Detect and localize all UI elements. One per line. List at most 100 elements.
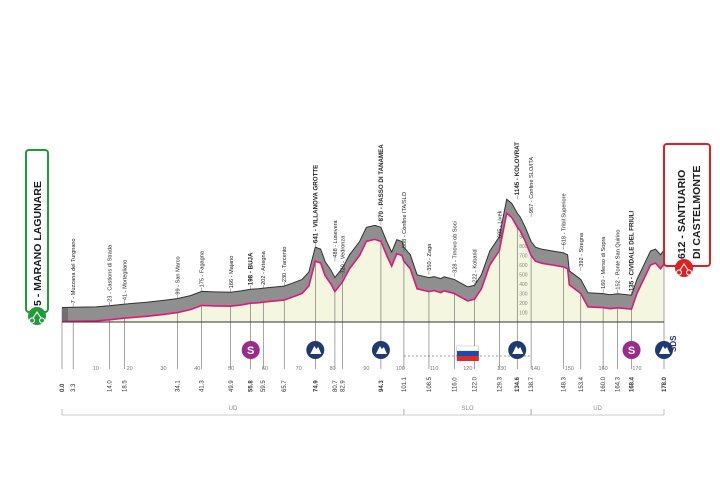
km-axis-number: 30 (160, 366, 166, 372)
distance-tick-label: 0.0 (60, 383, 66, 392)
slovenia-flag-red (456, 356, 479, 361)
mountain-glyph-icon (375, 346, 387, 354)
place-label: 320 - Vedronza (340, 235, 346, 274)
place-label: 166 - Majano (229, 256, 235, 289)
place-label: 350 - Zaga (427, 243, 433, 271)
finish-tag-label: SDS (669, 335, 678, 352)
distance-tick-label: 74.9 (313, 380, 319, 392)
place-label: 870 - PASSO DI TANAMEA (378, 144, 385, 222)
sprint-marker-letter: S (247, 345, 254, 357)
distance-tick-label: 94.3 (379, 380, 385, 392)
distance-tick-label: 34.1 (175, 380, 181, 392)
km-axis-number: 170 (632, 366, 641, 372)
place-label: 588 - Confine ITA/SLO (402, 191, 408, 248)
place-label: 41 - Mortegliano (123, 260, 129, 300)
km-axis-number: 100 (396, 366, 405, 372)
slovenia-flag-white (456, 345, 479, 352)
km-axis-number: 40 (194, 366, 200, 372)
place-label: 230 - Tarcento (282, 246, 288, 282)
region-label: UD (229, 406, 238, 412)
elevation-tick-label: 300 (519, 292, 528, 298)
start-wedge (62, 307, 68, 322)
sprint-marker-letter: S (628, 345, 635, 357)
km-axis-number: 50 (228, 366, 234, 372)
elevation-tick-label: 200 (519, 301, 528, 307)
place-label: 99 - San Marco (175, 256, 181, 294)
distance-tick-label: 41.3 (200, 380, 206, 392)
elevation-tick-label: 500 (519, 273, 528, 279)
km-axis-number: 70 (296, 366, 302, 372)
place-label: 160 - Merso di Sopra (601, 236, 607, 289)
elevation-tick-label: 600 (519, 263, 528, 269)
distance-tick-label: 178.0 (662, 376, 668, 392)
finish-cyclist-icon (675, 259, 693, 277)
elevation-tick-label: 400 (519, 282, 528, 288)
km-axis-number: 130 (497, 366, 506, 372)
place-label: 7 - Muzzana del Turgnano (71, 238, 77, 303)
place-label: 1145 - KOLOVRAT (514, 142, 521, 195)
start-cyclist-icon (28, 307, 46, 325)
place-label: 198 - BUJA (248, 252, 255, 285)
profile-area-fill (62, 213, 664, 322)
distance-tick-label: 160.0 (601, 376, 607, 392)
km-axis-number: 160 (599, 366, 608, 372)
distance-tick-label: 14.0 (107, 380, 113, 392)
mountain-glyph-icon (512, 346, 524, 354)
distance-tick-label: 168.4 (630, 376, 636, 392)
place-label: 135 - CIVIDALE DEL FRIULI (629, 211, 636, 292)
km-axis-number: 60 (262, 366, 268, 372)
km-axis-number: 10 (93, 366, 99, 372)
distance-tick-label: 108.5 (427, 376, 433, 392)
distance-tick-label: 18.5 (123, 380, 129, 392)
slovenia-flag-blue (456, 351, 479, 356)
elevation-tick-label: 100 (519, 311, 528, 317)
distance-tick-label: 82.9 (340, 380, 346, 392)
place-label: 175 - Fagagna (200, 250, 206, 287)
distance-tick-label: 55.8 (249, 380, 255, 392)
finish-badge-line2: DI CASTELMONTE (691, 166, 703, 259)
distance-tick-label: 3.3 (71, 383, 77, 392)
finish-bike-glyph-icon (675, 263, 693, 276)
distance-tick-label: 80.7 (333, 380, 339, 392)
sprint-marker-icon (241, 341, 260, 359)
place-label: 957 - Confine SLO/ITA (529, 157, 535, 213)
km-axis-number: 120 (463, 366, 472, 372)
place-label: 222 - Kobarid (473, 249, 479, 283)
distance-tick-label: 129.3 (497, 376, 503, 392)
elevation-tick-label: 800 (519, 244, 528, 250)
place-label: 695 - Livek (497, 210, 503, 238)
mountain-glyph-icon (310, 346, 322, 354)
distance-tick-label: 65.7 (282, 380, 288, 392)
region-label: SLO (461, 406, 473, 412)
finish-badge: 612 - SANTUARIO DI CASTELMONTE (663, 143, 711, 277)
km-axis-number: 150 (565, 366, 574, 372)
start-badge-text: 5 - MARANO LAGUNARE (32, 181, 44, 306)
finish-badge-line1: 612 - SANTUARIO (676, 170, 688, 259)
place-label: 488 - Lusevera (333, 219, 339, 257)
distance-tick-label: 116.0 (452, 377, 458, 392)
distance-tick-label: 122.0 (473, 376, 479, 392)
start-bike-glyph-icon (28, 311, 46, 324)
distance-tick-label: 101.1 (402, 376, 408, 392)
place-label: 641 - VILLANOVA GROTTE (312, 165, 319, 243)
distance-tick-label: 148.3 (562, 376, 568, 392)
place-label: 618 - Tribil Superiore (562, 193, 568, 245)
place-label: 328 - Trnovo ob Soci (452, 221, 458, 273)
km-axis-number: 80 (329, 366, 335, 372)
place-label: 392 - Stregna (579, 232, 585, 267)
distance-tick-label: 49.9 (229, 380, 235, 392)
distance-tick-label: 134.6 (515, 376, 521, 392)
km-axis-number: 90 (363, 366, 369, 372)
km-axis-number: 110 (430, 366, 439, 372)
place-label: 202 - Artegna (261, 250, 267, 284)
km-axis-number: 140 (531, 366, 540, 372)
distance-tick-label: 164.3 (616, 376, 622, 392)
mountain-glyph-icon (659, 346, 670, 354)
profile-top-edge (61, 198, 665, 308)
distance-tick-label: 138.7 (529, 376, 535, 392)
distance-tick-label: 59.5 (261, 380, 267, 392)
place-label: 23 - Castions di Strada (107, 244, 113, 302)
elevation-tick-label: 700 (519, 254, 528, 260)
place-label: 152 - Ponte San Quirino (616, 230, 622, 290)
